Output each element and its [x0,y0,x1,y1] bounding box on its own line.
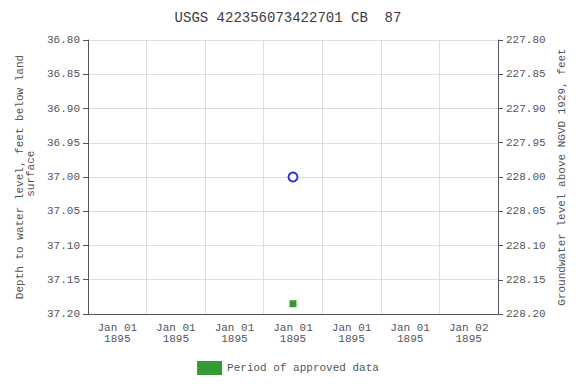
svg-text:USGS 422356073422701 CB 87: USGS 422356073422701 CB 87 [175,10,402,26]
svg-text:Period of approved data: Period of approved data [227,362,379,374]
svg-text:37.15: 37.15 [47,274,80,286]
svg-text:228.15: 228.15 [506,274,546,286]
svg-text:227.90: 227.90 [506,103,546,115]
svg-text:Jan 01: Jan 01 [214,321,255,334]
svg-text:Jan 01: Jan 01 [156,321,196,334]
svg-text:37.10: 37.10 [47,240,80,252]
svg-text:37.05: 37.05 [47,205,80,217]
svg-text:228.05: 228.05 [506,205,546,217]
svg-text:surface: surface [25,151,37,204]
svg-text:36.95: 36.95 [47,137,80,149]
svg-text:1895: 1895 [221,333,247,345]
svg-text:1895: 1895 [338,333,364,345]
svg-text:1895: 1895 [163,333,189,345]
svg-text:227.85: 227.85 [506,68,546,80]
svg-text:Groundwater level above NGVD 1: Groundwater level above NGVD 1929, feet [556,48,568,305]
svg-text:228.00: 228.00 [506,171,546,183]
svg-text:36.85: 36.85 [47,68,80,80]
svg-text:228.10: 228.10 [506,240,546,252]
svg-text:Jan 01: Jan 01 [97,321,138,334]
svg-text:36.80: 36.80 [47,34,80,46]
svg-text:37.20: 37.20 [47,308,80,320]
svg-text:228.20: 228.20 [506,308,546,320]
svg-text:Jan 02: Jan 02 [448,321,489,334]
svg-text:1895: 1895 [104,333,130,345]
svg-text:Jan 01: Jan 01 [331,321,372,334]
svg-text:37.00: 37.00 [47,171,80,183]
svg-text:227.95: 227.95 [506,137,546,149]
svg-text:227.80: 227.80 [506,34,546,46]
svg-text:Jan 01: Jan 01 [273,321,313,334]
svg-text:1895: 1895 [456,333,482,345]
svg-text:1895: 1895 [397,333,423,345]
svg-text:1895: 1895 [280,333,306,345]
svg-text:Depth to water level, feet bel: Depth to water level, feet below land [13,54,26,300]
svg-text:36.90: 36.90 [47,103,80,115]
svg-text:Jan 01: Jan 01 [390,321,430,334]
